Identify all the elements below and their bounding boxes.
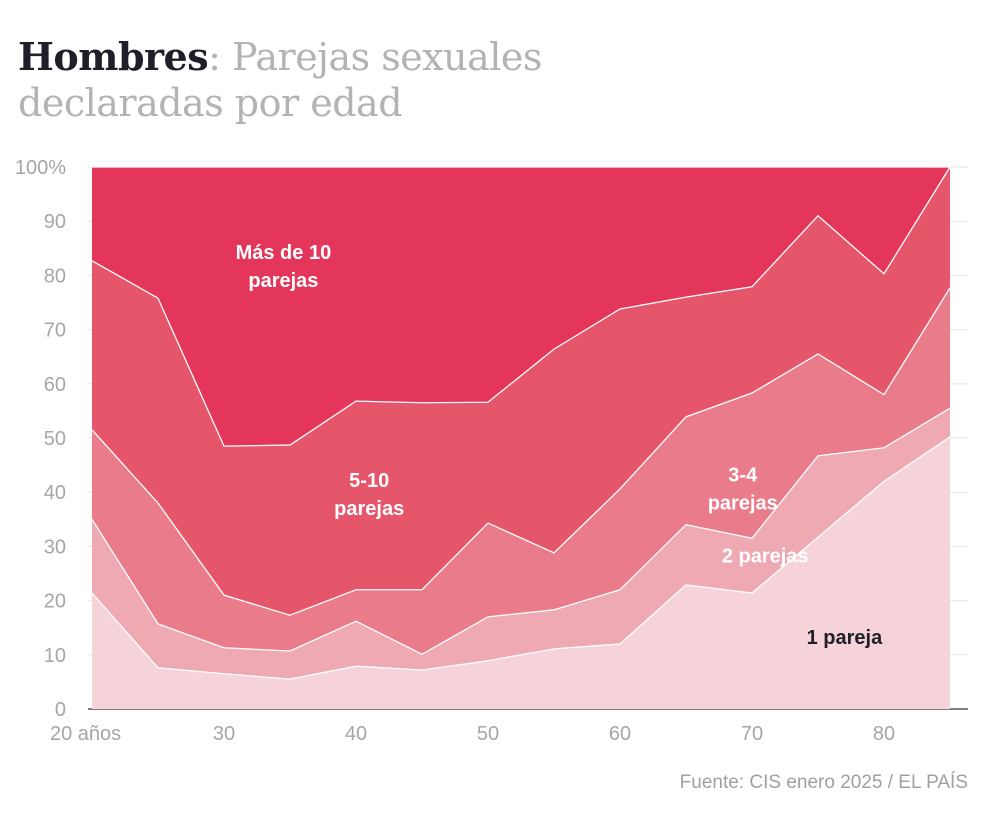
- series-label-line: parejas: [334, 498, 404, 520]
- series-label: 3-4 parejas: [708, 464, 778, 514]
- y-tick-label: 30: [44, 536, 66, 558]
- y-tick-label: 50: [44, 428, 66, 450]
- y-tick-label: 90: [44, 211, 66, 233]
- area-2-parejas: [92, 408, 950, 680]
- title-bold: Hombres: [18, 34, 209, 79]
- series-label-line: parejas: [248, 270, 318, 292]
- series-boundary-line: [91, 166, 951, 447]
- x-tick-label: 30: [213, 723, 235, 745]
- x-tick-label: 40: [345, 723, 367, 745]
- area-5-10-parejas: [92, 167, 950, 616]
- y-tick-label: 70: [44, 320, 66, 342]
- x-tick-label: 50: [477, 723, 499, 745]
- x-tick-label: 80: [873, 723, 895, 745]
- area-3-4-parejas: [92, 287, 950, 655]
- y-tick-label: 40: [44, 482, 66, 504]
- area-1-pareja: [92, 436, 950, 709]
- area-m-s-de-10-parejas: [92, 167, 950, 447]
- x-tick-label: 20 años: [50, 723, 121, 745]
- y-tick-label: 60: [44, 374, 66, 396]
- series-label-line: 3-4: [728, 464, 758, 486]
- y-tick-label: 20: [44, 591, 66, 613]
- source-note: Fuente: CIS enero 2025 / EL PAÍS: [679, 772, 968, 793]
- series-label: 1 pareja: [807, 627, 883, 649]
- series-label-line: 5-10: [349, 470, 389, 492]
- series-boundary-line: [91, 407, 951, 655]
- chart-title: Hombres: Parejas sexuales declaradas por…: [18, 34, 638, 126]
- series-label: 5-10 parejas: [334, 470, 404, 520]
- series-label: 2 parejas: [722, 546, 809, 568]
- series-boundary-line: [91, 436, 951, 680]
- title-rest: : Parejas sexuales declaradas por edad: [18, 35, 542, 125]
- series-label-line: 1 pareja: [807, 627, 883, 649]
- series-label: Más de 10 parejas: [236, 242, 332, 292]
- series-label-line: Más de 10: [236, 242, 332, 264]
- x-tick-label: 60: [609, 723, 631, 745]
- x-tick-label: 70: [741, 723, 763, 745]
- series-label-line: 2 parejas: [722, 546, 809, 568]
- y-tick-label: 80: [44, 265, 66, 287]
- y-tick-label: 100%: [15, 157, 66, 179]
- series-label-line: parejas: [708, 492, 778, 514]
- y-tick-label: 10: [44, 645, 66, 667]
- series-boundary-line: [91, 287, 951, 616]
- y-tick-label: 0: [55, 699, 66, 721]
